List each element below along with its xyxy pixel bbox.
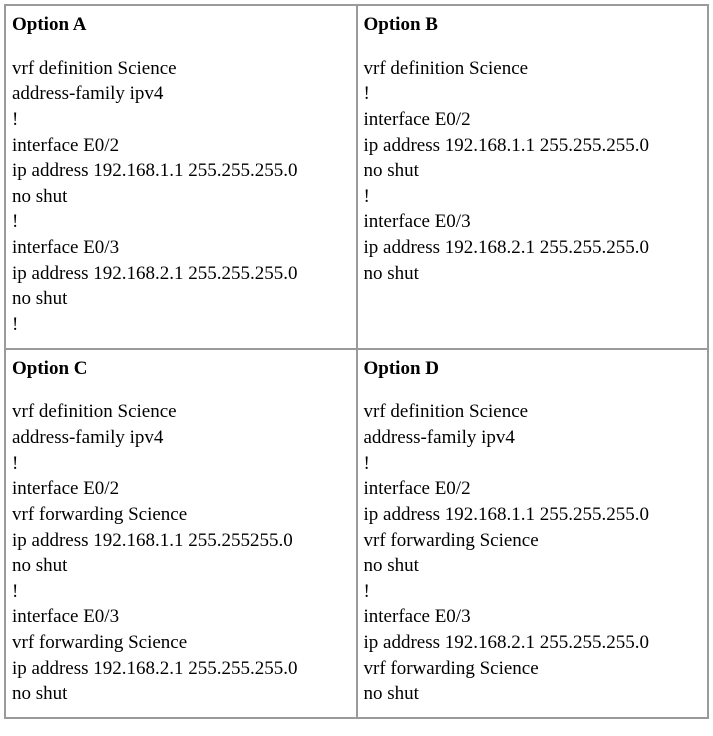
config-line: vrf forwarding Science — [364, 528, 702, 554]
config-line: ip address 192.168.1.1 255.255255.0 — [12, 528, 350, 554]
config-line: no shut — [364, 553, 702, 579]
config-line: no shut — [12, 681, 350, 707]
option-title: Option D — [364, 356, 702, 382]
config-line: vrf forwarding Science — [12, 630, 350, 656]
option-title: Option C — [12, 356, 350, 382]
config-line: interface E0/2 — [12, 476, 350, 502]
config-line: ! — [12, 579, 350, 605]
config-line: address-family ipv4 — [364, 425, 702, 451]
config-line: interface E0/2 — [364, 476, 702, 502]
config-line: no shut — [12, 553, 350, 579]
config-line: no shut — [12, 286, 350, 312]
config-line: ! — [12, 312, 350, 338]
option-cell-d: Option D vrf definition Science address-… — [357, 349, 709, 718]
config-line: no shut — [364, 681, 702, 707]
config-line: ip address 192.168.2.1 255.255.255.0 — [364, 630, 702, 656]
config-line: ! — [12, 451, 350, 477]
option-title: Option A — [12, 12, 350, 38]
config-line: vrf forwarding Science — [364, 656, 702, 682]
option-cell-b: Option B vrf definition Science ! interf… — [357, 5, 709, 349]
config-line: vrf definition Science — [12, 399, 350, 425]
config-line: interface E0/2 — [12, 133, 350, 159]
config-line: ! — [364, 579, 702, 605]
config-line: ip address 192.168.1.1 255.255.255.0 — [364, 502, 702, 528]
option-cell-a: Option A vrf definition Science address-… — [5, 5, 357, 349]
config-line: interface E0/3 — [12, 235, 350, 261]
config-line: ! — [12, 209, 350, 235]
config-line: vrf definition Science — [364, 399, 702, 425]
config-line: vrf definition Science — [364, 56, 702, 82]
config-line: ip address 192.168.1.1 255.255.255.0 — [12, 158, 350, 184]
config-line: ip address 192.168.1.1 255.255.255.0 — [364, 133, 702, 159]
config-line: ! — [364, 81, 702, 107]
config-line: interface E0/2 — [364, 107, 702, 133]
option-title: Option B — [364, 12, 702, 38]
config-line: ! — [364, 184, 702, 210]
option-cell-c: Option C vrf definition Science address-… — [5, 349, 357, 718]
config-line: no shut — [12, 184, 350, 210]
config-line: address-family ipv4 — [12, 81, 350, 107]
options-grid: Option A vrf definition Science address-… — [4, 4, 709, 719]
config-line: ip address 192.168.2.1 255.255.255.0 — [364, 235, 702, 261]
config-line: address-family ipv4 — [12, 425, 350, 451]
config-line: ip address 192.168.2.1 255.255.255.0 — [12, 656, 350, 682]
config-line: interface E0/3 — [364, 209, 702, 235]
config-line: vrf definition Science — [12, 56, 350, 82]
config-line: interface E0/3 — [364, 604, 702, 630]
config-line: no shut — [364, 158, 702, 184]
config-line: vrf forwarding Science — [12, 502, 350, 528]
config-line: no shut — [364, 261, 702, 287]
config-line: interface E0/3 — [12, 604, 350, 630]
config-line: ! — [364, 451, 702, 477]
config-line: ip address 192.168.2.1 255.255.255.0 — [12, 261, 350, 287]
config-line: ! — [12, 107, 350, 133]
